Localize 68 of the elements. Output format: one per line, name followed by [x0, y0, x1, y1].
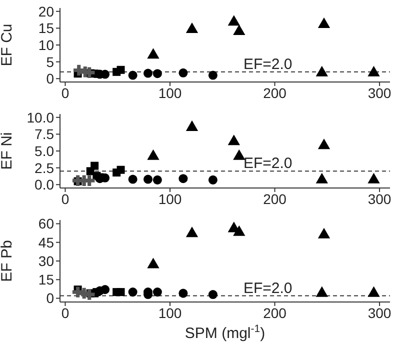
x-tick-label: 100	[158, 304, 182, 321]
x-tick-label: 200	[263, 84, 287, 101]
y-tick-label: 0	[46, 290, 54, 306]
y-tick-label: 60	[38, 216, 54, 232]
x-tick-label: 200	[263, 304, 287, 321]
point	[178, 68, 188, 78]
x-tick-label: 0	[61, 304, 70, 321]
point	[318, 228, 330, 238]
point	[147, 258, 160, 268]
point	[100, 285, 110, 294]
y-tick-label: 7.5	[34, 126, 54, 142]
point	[143, 174, 153, 184]
point	[233, 24, 246, 36]
x-tick-label: 200	[263, 190, 287, 207]
y-tick-label: 5.0	[34, 142, 54, 159]
point	[178, 174, 188, 184]
point	[147, 48, 160, 59]
point	[116, 288, 125, 296]
point	[208, 175, 218, 184]
y-tick-label: 15	[38, 272, 54, 288]
point	[90, 162, 99, 170]
ref-line-label: EF=2.0	[244, 280, 292, 297]
ref-line-label: EF=2.0	[244, 56, 292, 73]
point	[152, 69, 162, 78]
point	[152, 288, 162, 297]
point	[143, 68, 153, 78]
point	[318, 138, 330, 150]
ref-line-label: EF=2.0	[244, 155, 292, 172]
x-axis-title: SPM (mgl$^{-1}$)	[184, 323, 266, 342]
y-tick-label: 15	[38, 20, 54, 36]
point	[128, 174, 138, 184]
y-axis-title: EF Cu	[0, 24, 16, 66]
point	[233, 225, 246, 236]
point	[186, 226, 198, 238]
x-tick-label: 300	[368, 190, 392, 207]
x-tick-label: 0	[61, 84, 70, 101]
y-tick-label: 0.0	[34, 176, 54, 193]
point	[178, 288, 188, 298]
y-tick-label: 5	[46, 54, 54, 70]
point	[228, 134, 240, 146]
point	[208, 70, 218, 80]
point	[128, 70, 138, 80]
y-tick-label: 30	[38, 252, 54, 269]
point	[186, 120, 198, 131]
point	[147, 149, 160, 160]
point	[128, 288, 138, 297]
point	[318, 17, 330, 28]
x-tick-label: 300	[368, 304, 392, 321]
x-tick-label: 100	[158, 84, 182, 101]
point	[94, 70, 102, 78]
y-axis-title: EF Ni	[0, 132, 16, 170]
y-tick-label: 20	[38, 3, 54, 20]
y-tick-label: 0	[46, 70, 54, 87]
y-tick-label: 10	[38, 36, 54, 53]
point	[208, 290, 218, 300]
point	[186, 22, 198, 34]
y-tick-label: 2.5	[34, 160, 54, 176]
x-tick-label: 0	[61, 190, 70, 207]
x-tick-label: 100	[158, 190, 182, 207]
y-tick-label: 45	[38, 234, 54, 250]
point	[116, 166, 125, 174]
y-axis-title: EF Pb	[0, 240, 16, 282]
point	[116, 66, 125, 74]
y-tick-label: 10.0	[26, 109, 54, 126]
x-tick-label: 300	[368, 84, 392, 101]
point	[228, 15, 240, 26]
point	[152, 175, 162, 184]
point	[233, 149, 246, 160]
